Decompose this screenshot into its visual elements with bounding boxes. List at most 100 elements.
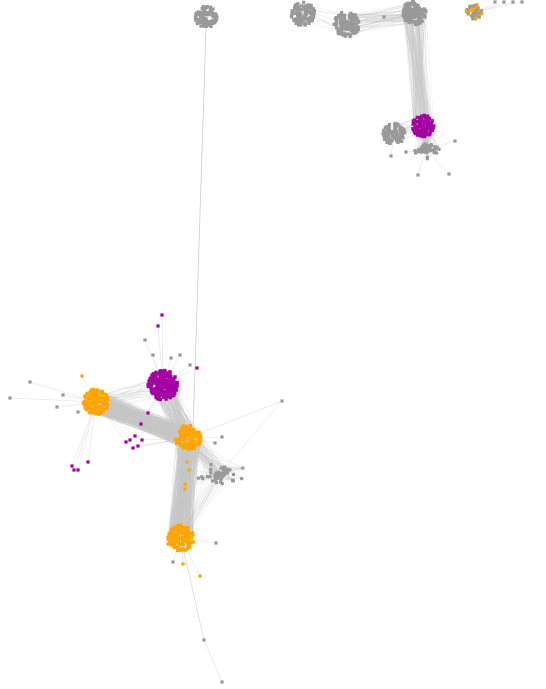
cluster-node [188, 424, 192, 428]
cluster-node [335, 26, 339, 30]
cluster-node [160, 370, 164, 374]
cluster-node [474, 5, 478, 9]
cluster-node [209, 24, 213, 29]
bundle-edge [415, 15, 431, 130]
cluster-node [181, 543, 185, 547]
cluster-node [102, 407, 106, 411]
cluster-node [83, 400, 87, 404]
cluster-node [348, 15, 352, 20]
cluster-node [388, 128, 392, 133]
cluster-node [148, 376, 152, 380]
cluster-node [151, 387, 155, 391]
cluster-node [296, 9, 300, 13]
cluster-node [311, 7, 315, 11]
satellite-node [447, 172, 451, 176]
cluster-node [307, 16, 311, 21]
cluster-node [180, 531, 184, 535]
cluster-node [426, 126, 430, 130]
satellite-node [55, 405, 59, 409]
bundle-edge [414, 10, 422, 124]
cluster-node [293, 3, 297, 7]
cluster-node [415, 128, 419, 132]
cluster-node [150, 389, 154, 393]
satellite-node [493, 0, 497, 4]
satellite-node [520, 0, 524, 4]
cluster-node [411, 7, 415, 11]
bundle-edge [419, 16, 425, 124]
cluster-node [225, 471, 230, 475]
cluster-node [181, 437, 185, 441]
cluster-node [88, 406, 92, 410]
cluster-node [187, 531, 191, 536]
cluster-node [307, 19, 311, 23]
cluster-node [168, 384, 172, 388]
satellite-node [28, 380, 32, 384]
cluster-node [193, 433, 197, 437]
cluster-node [417, 128, 421, 133]
cluster-node [105, 402, 109, 406]
bundle-edge [403, 15, 414, 122]
cluster-node [399, 131, 403, 135]
cluster-node [300, 4, 304, 8]
cluster-node [213, 478, 217, 482]
cluster-node [419, 8, 423, 12]
cluster-node [162, 377, 166, 381]
cluster-node [419, 16, 423, 20]
satellite-node [169, 356, 173, 360]
cluster-node [413, 123, 417, 127]
cluster-node [349, 13, 353, 17]
bundle-edge [403, 13, 422, 134]
mesh-edge [232, 467, 243, 482]
cluster-node [178, 548, 182, 552]
cluster-node [168, 396, 172, 400]
cluster-node [190, 535, 194, 539]
satellite-node [220, 435, 224, 439]
bundle-edge [417, 16, 426, 130]
cluster-node [414, 10, 419, 15]
cluster-node [96, 393, 100, 398]
cluster-node [395, 130, 399, 134]
cluster-node [354, 28, 359, 32]
cluster-node [295, 2, 299, 6]
cluster-node [182, 539, 186, 543]
cluster-node [194, 15, 198, 19]
cluster-node [170, 536, 174, 540]
bundle-edge [409, 22, 429, 124]
cluster-node [90, 399, 94, 404]
cluster-node [106, 398, 110, 402]
bundle-edge [410, 14, 417, 122]
cluster-node [426, 144, 430, 148]
bundle-edge [416, 10, 421, 122]
cluster-node [241, 466, 245, 470]
cluster-node [197, 13, 201, 17]
cluster-node [415, 133, 420, 137]
satellite-edge [219, 400, 283, 475]
cluster-node [343, 33, 347, 37]
cluster-node [176, 545, 180, 549]
bundle-edge [415, 24, 429, 124]
cluster-node [420, 145, 424, 149]
cluster-node [180, 535, 184, 539]
cluster-node [385, 139, 389, 143]
cluster-node [94, 396, 98, 400]
cluster-node [206, 474, 210, 479]
cluster-node [289, 15, 293, 19]
satellite-node [187, 468, 191, 472]
cluster-node [418, 122, 422, 126]
bundle-edge [410, 18, 422, 121]
bundle-edge [418, 14, 423, 129]
cluster-node [162, 382, 166, 386]
cluster-node [411, 127, 415, 131]
cluster-node [476, 8, 480, 12]
satellite-node [156, 324, 160, 328]
bundle-edge [352, 14, 408, 28]
cluster-node [210, 479, 215, 483]
satellite-node [220, 680, 224, 684]
cluster-node [184, 427, 188, 431]
cluster-node [202, 17, 206, 21]
bundle-edge [412, 13, 419, 129]
bundle-edge [410, 11, 430, 129]
bundle-edge [187, 474, 224, 543]
cluster-node [299, 23, 303, 27]
